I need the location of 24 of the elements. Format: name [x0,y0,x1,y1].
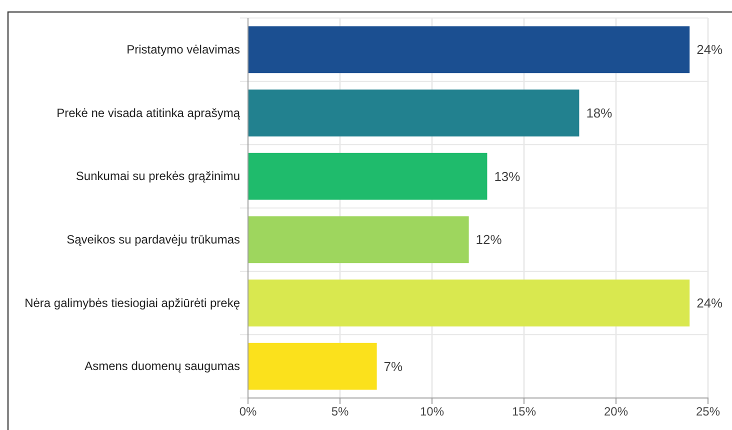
data-label: 12% [476,232,502,248]
y-tick-label: Prekė ne visada atitinka aprašymą [56,106,240,120]
x-tick-label: 15% [512,404,536,419]
bar [248,342,377,390]
data-label: 24% [696,296,724,311]
x-tick-label: 25% [696,404,720,419]
y-tick-label: Nėra galimybės tiesiogiai apžiūrėti prekę [24,296,240,310]
y-tick-label: Asmens duomenų saugumas [84,359,240,374]
y-tick-label: Sunkumai su prekės grąžinimu [76,169,240,184]
x-tick-label: 0% [239,404,257,419]
bar [248,152,488,200]
y-tick-label: Pristatymo vėlavimas [126,42,240,57]
y-tick-label: Sąveikos su pardavėju trūkumas [66,232,240,247]
data-label: 24% [696,42,724,58]
data-label: 13% [494,168,521,184]
x-tick-label: 5% [331,404,349,419]
x-tick-label: 20% [604,404,628,419]
data-label: 7% [384,358,404,374]
data-label: 18% [586,106,613,121]
bar [248,26,690,74]
bar [248,90,580,136]
bar [248,216,469,264]
x-tick-label: 10% [420,404,444,419]
bar [248,280,690,326]
